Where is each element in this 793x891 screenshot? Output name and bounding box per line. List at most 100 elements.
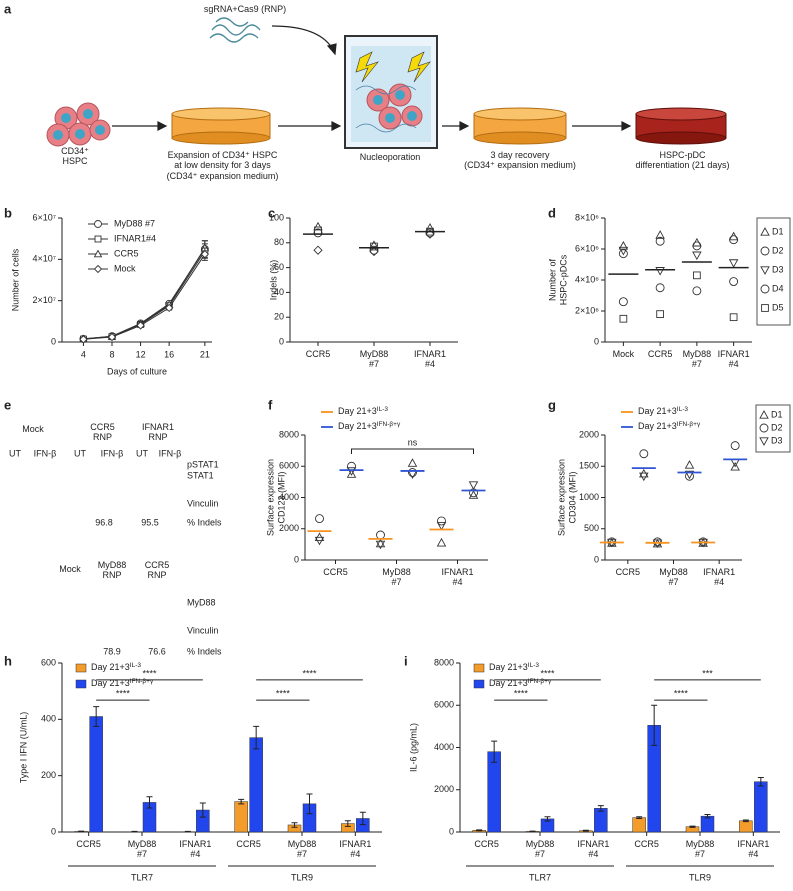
panel-label: f (268, 397, 273, 412)
data-point (468, 481, 479, 490)
y-tick-label: 1500 (579, 461, 599, 471)
y-tick-label: 500 (584, 523, 599, 533)
x-tick-label: CCR5 (76, 839, 101, 849)
cuvette (344, 35, 438, 149)
y-tick-label: 8000 (434, 657, 454, 667)
legend-label: Day 21+3IL-3 (91, 662, 141, 673)
data-point (692, 286, 702, 296)
data-point (376, 530, 385, 540)
data-point (618, 249, 628, 259)
legend-swatch (473, 679, 485, 689)
x-tick-label: MyD88 #7 (287, 839, 317, 860)
legend-label: Day 21+3IFN-β+γ (338, 421, 401, 432)
data-point (730, 441, 740, 451)
y-tick-label: 2×10⁶ (575, 305, 599, 315)
legend-label: D3 (772, 264, 784, 274)
data-point (346, 467, 357, 476)
y-tick-label: 2000 (579, 429, 599, 439)
y-axis-label: HSPC-pDCs (558, 254, 568, 305)
legend-name: Day 21+3 (489, 662, 528, 672)
arrow (112, 25, 632, 131)
legend-superscript: IFN-β+γ (677, 421, 701, 428)
blot-lane: IFN-β (159, 448, 182, 458)
error-bar (306, 793, 313, 815)
y-tick-label: 0 (51, 336, 56, 346)
reagent-label: sgRNA+Cas9 (RNP) (203, 4, 287, 14)
panel-label: a (4, 1, 12, 16)
y-axis-label: Indels (%) (268, 260, 278, 301)
error-bar (742, 819, 749, 823)
significance-label: **** (302, 668, 317, 678)
x-tick-label: CCR5 (615, 567, 641, 577)
x-tick-label: 16 (164, 349, 174, 359)
legend-marker (760, 246, 770, 256)
legend-marker (94, 235, 102, 243)
x-tick-label: MyD88 #7 (359, 349, 389, 370)
y-tick-label: 2×10⁷ (32, 295, 56, 305)
x-tick-label: CCR5 (474, 839, 499, 849)
x-tick-label: CCR5 (323, 567, 348, 577)
dish (473, 107, 567, 145)
error-bar (199, 802, 206, 818)
data-point (729, 235, 739, 245)
x-axis-label: Days of culture (107, 366, 167, 376)
data-point (407, 470, 418, 479)
y-tick-label: 6000 (434, 700, 454, 710)
y-tick-label: 6×10⁶ (575, 243, 599, 253)
panel-label: g (548, 397, 556, 412)
legend-label: Day 21+3IFN-β+γ (489, 678, 552, 689)
x-tick-label: CCR5 (305, 349, 331, 359)
blot-lane: MyD88 RNP (97, 560, 127, 581)
x-tick-label: Mock (612, 349, 635, 359)
error-bar (146, 796, 153, 809)
data-point (684, 460, 695, 469)
legend-label: D5 (772, 302, 784, 312)
legend-marker (759, 437, 769, 446)
dish (171, 107, 271, 145)
panel-label: b (4, 205, 12, 220)
blot-lane: UT (74, 448, 86, 458)
y-axis-label: Type I IFN (U/mL) (18, 712, 28, 784)
bar (487, 751, 501, 833)
data-point (728, 231, 739, 241)
legend-label: Day 21+3IFN-β+γ (638, 421, 701, 432)
blot-band: MyD88 (187, 597, 216, 607)
data-point (313, 221, 323, 231)
bar (700, 815, 715, 833)
legend-marker (760, 266, 770, 275)
data-point (370, 242, 378, 251)
significance-label: *** (702, 668, 713, 678)
legend-label: D1 (772, 226, 784, 236)
indel-label: % Indels (187, 646, 222, 656)
data-point (730, 461, 740, 471)
bar (249, 737, 263, 833)
data-point (639, 472, 649, 482)
x-tick-label: IFNAR1 #4 (703, 567, 736, 588)
legend-superscript: IL-3 (528, 662, 540, 669)
data-point (728, 259, 739, 268)
y-tick-label: 100 (269, 212, 284, 222)
legend-name: Day 21+3 (338, 406, 377, 416)
legend-label: Day 21+3IL-3 (489, 662, 539, 673)
data-point (425, 229, 435, 239)
x-tick-label: 12 (136, 349, 146, 359)
legend-label: CCR5 (114, 248, 139, 258)
bar (739, 820, 753, 833)
y-tick-label: 0 (594, 336, 599, 346)
error-bar (651, 704, 658, 746)
data-point (618, 297, 628, 307)
legend-swatch (75, 679, 87, 689)
x-tick-label: IFNAR1 #4 (441, 567, 474, 588)
x-tick-label: CCR5 (647, 349, 673, 359)
y-tick-label: 0 (51, 826, 56, 836)
legend-marker (93, 249, 103, 258)
step-label: Expansion of CD34⁺ HSPC at low density f… (166, 150, 279, 181)
x-tick-label: 4 (81, 349, 86, 359)
legend-label: Mock (114, 263, 136, 273)
legend-marker (760, 227, 770, 236)
blot-band: Vinculin (187, 625, 218, 635)
x-tick-label: CCR5 (236, 839, 261, 849)
error-bar (291, 822, 298, 828)
legend-label: D3 (771, 435, 783, 445)
data-point (425, 228, 435, 238)
